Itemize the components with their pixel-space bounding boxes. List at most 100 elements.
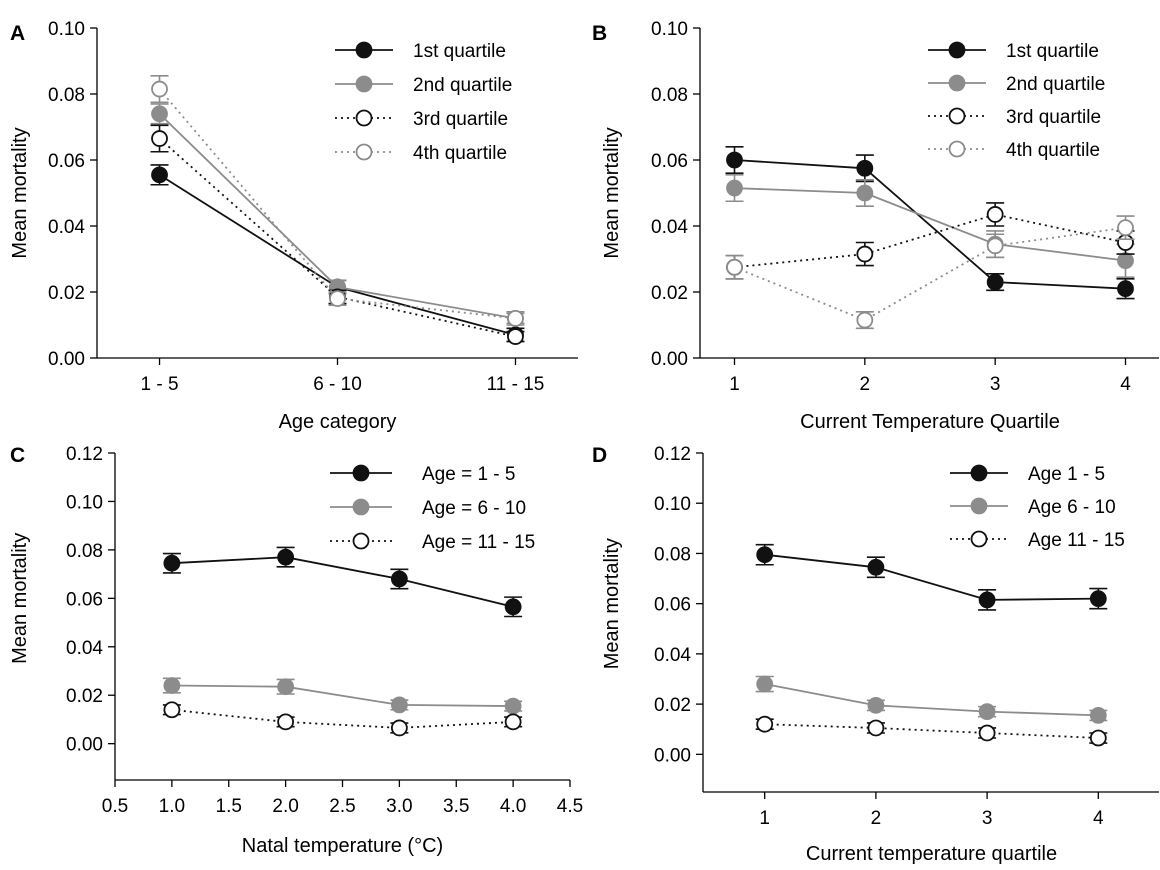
panel-d-series-1 [755,543,1108,611]
panel-a-series-line [158,137,516,338]
panel-d-data-point [867,696,885,714]
panel-c-x-tick-label: 1.0 [159,796,185,817]
panel-c-legend: Age = 1 - 5 Age = 6 - 10 Age = 11 - 15 [330,464,535,553]
panel-d-legend-label: Age 6 - 10 [1028,497,1116,518]
panel-b-series-4 [725,215,1135,330]
panel-b-data-point [986,206,1004,223]
panel-d-y-tick-label: 0.04 [654,645,691,666]
panel-b-legend-marker [948,107,966,125]
panel-c-y-tick-label: 0.08 [66,541,103,562]
panel-a-data-point [329,290,346,308]
panel-b-legend-label: 3rd quartile [1006,107,1101,128]
panel-c-data-point [504,713,522,731]
panel-c-y-tick-label: 0.04 [66,638,103,659]
panel-c-data-point [277,678,295,696]
panel-a-letter: A [10,22,25,45]
panel-b-legend-marker [948,74,966,92]
panel-b-series-line [734,226,1126,322]
panel-b-series-line [734,213,1126,269]
panel-a-data-point [151,166,168,184]
panel-c-x-axis-title: Natal temperature (°C) [242,835,443,857]
panel-d-data-point [978,591,996,609]
panel-b-data-point [856,245,874,263]
panel-b-data-point [856,311,874,329]
panel-d-data-point [756,715,774,733]
panel-b-data-point [856,159,874,177]
panel-d-y-tick-label: 0.12 [654,444,691,465]
panel-a-legend-marker [355,143,373,161]
panel-c-data-point [390,696,408,714]
panel-b-y-tick-label: 0.08 [651,85,688,106]
panel-b-data-point [726,258,743,276]
panel-d-y-tick-label: 0.10 [654,494,691,515]
panel-b-data-point [986,273,1004,291]
panel-d-legend-label: Age 1 - 5 [1028,464,1105,485]
panel-b-y-tick-label: 0.04 [651,217,688,238]
panel-c-data-point [390,570,408,588]
panel-d-legend-label: Age 11 - 15 [1028,530,1125,551]
panel-b-series-1 [725,146,1135,300]
panel-a-data-point [507,328,524,345]
panel-a-y-tick-label: 0.06 [48,151,85,172]
panel-d-letter: D [592,444,607,467]
panel-a-legend-label: 2nd quartile [413,75,512,96]
panel-b-legend-marker [948,41,966,59]
panel-c-x-tick-label: 2.0 [272,796,298,817]
panel-d-series-line [764,683,1099,717]
panel-a-x-axis-title: Age category [279,411,397,433]
panel-d-data-point [867,719,885,737]
panel-d-data-point [1089,590,1107,608]
panel-b-data-point [1117,280,1134,298]
panel-a-legend-marker [355,41,373,59]
panel-b-x-tick-label: 1 [729,374,740,395]
panel-b-x-tick-label: 3 [990,374,1001,395]
panel-d-y-tick-label: 0.08 [654,544,691,565]
panel-a-series-line [158,88,516,320]
panel-d-data-point [867,558,885,576]
panel-d: D 0.00 0.02 0.04 0.06 0.08 0.10 0.12 1 2 3 4 Curren… [592,444,1159,865]
panel-b-data-point [726,151,743,169]
panel-a-y-tick-label: 0.04 [48,217,85,238]
panel-b-x-axis-title: Current Temperature Quartile [800,411,1060,433]
panel-a-legend-label: 1st quartile [413,41,506,62]
panel-c-letter: C [10,444,25,467]
panel-c-legend-marker [352,464,370,482]
panel-a-data-point [507,309,524,327]
panel-b-data-point [856,184,874,202]
panel-d-y-axis-title: Mean mortality [601,538,623,669]
panel-b-series-line [734,187,1126,262]
panel-d-legend-marker [970,464,988,482]
panel-d-legend-marker [970,530,988,548]
panel-c-data-point [277,713,295,731]
panel-c-series-line [171,684,514,707]
panel-c-x-tick-label: 1.5 [216,796,242,817]
panel-c-x-tick-label: 2.5 [329,796,355,817]
panel-a-y-tick-label: 0.00 [48,349,85,370]
panel-a-data-point [151,105,168,123]
panel-c-data-point [163,677,181,694]
panel-c-data-point [163,554,181,572]
panel-c-y-axis-title: Mean mortality [9,533,31,664]
panel-a-series-line [159,174,516,336]
panel-d-data-point [1089,707,1107,724]
panel-b-y-tick-label: 0.06 [651,151,688,172]
panel-c-data-point [277,548,295,566]
panel-b-legend-label: 4th quartile [1006,140,1100,161]
panel-d-data-point [756,546,774,564]
panel-b: B 0.00 0.02 0.04 0.06 0.08 0.10 1 2 3 4 Current Te… [592,19,1159,433]
panel-a-data-point [151,80,168,98]
panel-d-data-point [1089,729,1107,747]
panel-d-x-tick-label: 3 [982,808,993,829]
panel-b-y-tick-label: 0.10 [651,19,688,40]
panel-d-x-tick-label: 1 [759,808,770,829]
panel-d-series-line [764,723,1099,739]
panel-c-x-tick-label: 0.5 [102,796,128,817]
panel-b-data-point [1117,252,1134,270]
panel-c-legend-label: Age = 1 - 5 [422,464,515,485]
panel-c-data-point [163,701,181,719]
panel-c-data-point [504,598,522,616]
panel-c-y-tick-label: 0.06 [66,589,103,610]
panel-c-data-point [390,719,408,737]
panel-c-legend-label: Age = 6 - 10 [422,498,526,519]
